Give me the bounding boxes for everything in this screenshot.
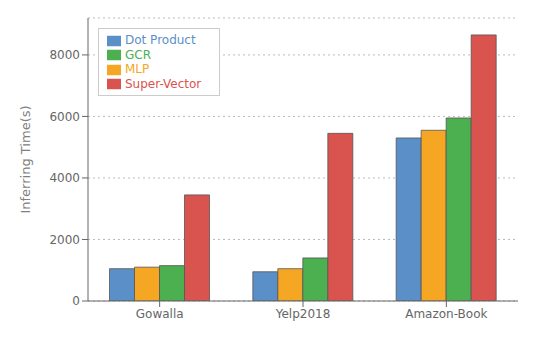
svg-text:8000: 8000	[49, 48, 80, 62]
svg-text:Gowalla: Gowalla	[136, 307, 184, 321]
svg-text:Inferring Time(s): Inferring Time(s)	[18, 105, 33, 213]
svg-text:4000: 4000	[49, 171, 80, 185]
html-text:Super-Vector: Super-Vector	[125, 76, 202, 91]
svg-text:0: 0	[72, 294, 80, 308]
html-text:MLP: MLP	[125, 62, 150, 76]
html-text:Dot Product: Dot Product	[125, 33, 196, 47]
svg-text:Amazon-Book: Amazon-Book	[405, 307, 487, 321]
html-text:GCR: GCR	[125, 47, 151, 62]
svg-text:6000: 6000	[49, 110, 80, 124]
svg-text:Yelp2018: Yelp2018	[275, 307, 331, 321]
svg-text:2000: 2000	[49, 233, 80, 247]
